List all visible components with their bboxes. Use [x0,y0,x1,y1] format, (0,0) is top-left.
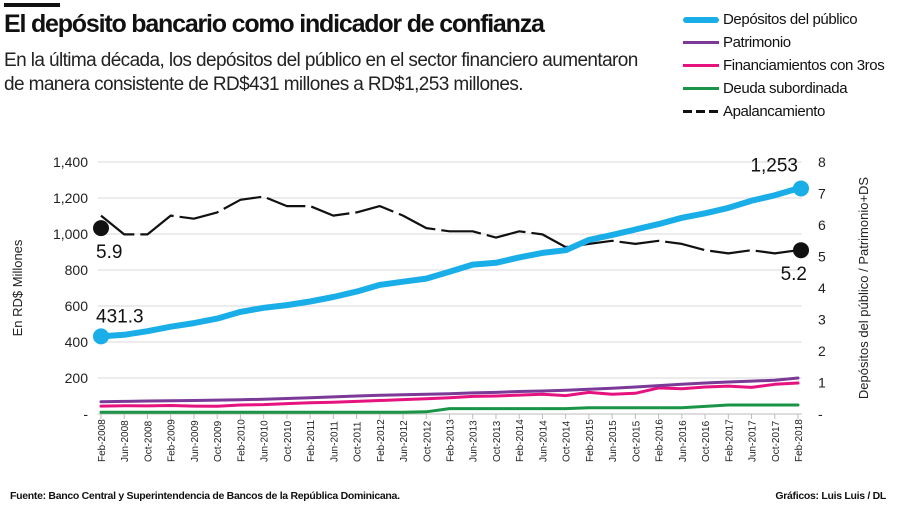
credit-note: Gráficos: Luis Luis / DL [775,490,886,502]
series-line-financiamientos-con-3ros [99,381,800,408]
y-tick-label: 600 [65,298,89,314]
legend-swatch [683,41,719,44]
x-tick-label: Oct-2013 [492,420,503,462]
y-tick-label: 400 [65,334,89,350]
legend-item-patrimonio: Patrimonio [683,31,884,54]
x-tick-label: Oct-2015 [631,420,642,462]
x-tick-label: Jun-2012 [399,420,410,462]
end-marker-apalancamiento [793,242,809,259]
series-line-deuda-subordinada [99,403,800,414]
legend-item-apalancamiento: Apalancamiento [683,100,884,123]
x-tick-label: Oct-2017 [771,420,782,462]
x-tick-label: Jun-2009 [190,420,201,462]
source-note: Fuente: Banco Central y Superintendencia… [10,490,400,502]
chart-subtitle: En la última década, los depósitos del p… [4,50,638,95]
end-marker-depositos [793,180,809,197]
data-label-start-apalancamiento: 5.9 [96,242,122,263]
y2-tick-label: 4 [818,280,826,296]
legend-label: Financiamientos con 3ros [723,57,885,74]
x-tick-label: Feb-2015 [585,419,596,462]
x-tick-label: Jun-2008 [120,420,131,462]
x-tick-label: Oct-2011 [353,421,364,462]
title-accent-bar [4,3,60,7]
data-label-end-apalancamiento: 5.2 [781,264,807,285]
y-tick-label: 800 [65,262,89,278]
legend-swatch [683,64,719,67]
start-marker-apalancamiento [93,220,109,237]
y2-axis-title: Depósitos del público / Patrimonio+DS [856,177,871,400]
series-line-apalancamiento [100,195,799,255]
y-tick-label: 200 [65,370,89,386]
legend-label: Patrimonio [723,34,791,51]
chart-title: El depósito bancario como indicador de c… [4,10,545,38]
x-tick-label: Feb-2010 [236,419,247,462]
x-tick-label: Feb-2008 [97,419,108,462]
x-tick-label: Feb-2016 [655,419,666,462]
series-line-patrimonio [99,376,800,404]
y-tick-label: 1,400 [53,154,88,170]
x-tick-label: Jun-2011 [329,421,340,462]
x-tick-label: Oct-2014 [562,420,573,462]
x-tick-label: Jun-2010 [260,420,271,462]
x-tick-label: Oct-2016 [701,420,712,462]
y2-tick-label: 5 [818,249,826,265]
y-tick-label: 1,200 [53,190,88,206]
x-tick-label: Feb-2009 [167,419,178,462]
x-tick-label: Jun-2014 [538,420,549,462]
start-marker-depositos [93,328,109,345]
legend-swatch [683,110,719,113]
y2-tick-label: 7 [818,186,826,202]
series-line-dep-sitos-del-p-blico [98,185,801,340]
y-axis-title: En RD$ Millones [10,239,25,336]
y-tick-label: - [83,406,88,422]
x-tick-label: Jun-2017 [748,420,759,462]
x-tick-label: Oct-2009 [213,420,224,462]
x-tick-label: Jun-2013 [469,420,480,462]
x-tick-label: Feb-2012 [376,419,387,462]
x-tick-label: Feb-2013 [446,419,457,462]
legend-label: Deuda subordinada [723,80,848,97]
y2-tick-label: 3 [818,312,826,328]
x-tick-label: Oct-2012 [422,420,433,462]
x-tick-label: Feb-2017 [724,419,735,462]
legend-label: Apalancamiento [723,103,825,120]
x-tick-label: Jun-2016 [678,420,689,462]
legend-item-depositos: Depósitos del público [683,8,884,31]
legend: Depósitos del público Patrimonio Financi… [683,8,885,123]
x-tick-label: Oct-2010 [283,420,294,462]
legend-item-deuda: Deuda subordinada [683,77,884,100]
legend-label: Depósitos del público [723,11,858,28]
y2-tick-label: - [818,406,823,422]
legend-item-financiamientos: Financiamientos con 3ros [683,54,885,77]
y-tick-label: 1,000 [53,226,88,242]
y2-tick-label: 8 [818,154,826,170]
y2-tick-label: 6 [818,217,826,233]
x-tick-label: Oct-2008 [143,420,154,462]
legend-swatch [683,87,719,90]
x-tick-label: Feb-2018 [794,419,805,462]
x-tick-label: Jun-2015 [608,420,619,462]
y2-tick-label: 1 [818,375,826,391]
data-label-end-depositos: 1,253 [750,155,798,176]
legend-swatch [683,16,719,23]
x-tick-label: Feb-2014 [515,419,526,462]
y2-tick-label: 2 [818,343,826,359]
data-label-start-depositos: 431.3 [96,306,144,327]
x-tick-label: Feb-2011 [306,419,317,462]
